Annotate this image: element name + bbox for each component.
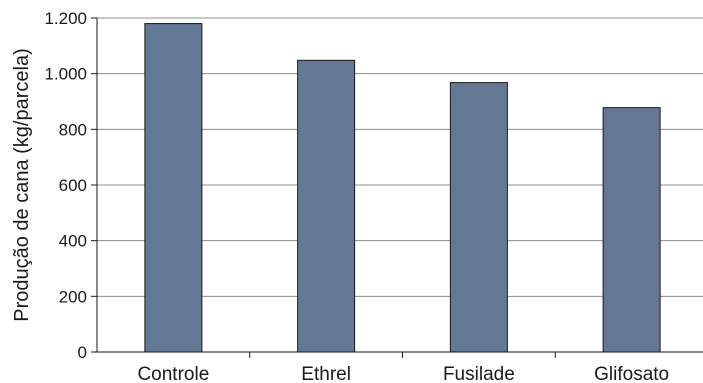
x-tick-label: Ethrel xyxy=(301,364,351,383)
y-tick-label: 1.000 xyxy=(44,65,87,84)
x-tick-label: Controle xyxy=(137,364,209,383)
y-tick-label: 800 xyxy=(59,120,87,139)
x-tick-label: Glifosato xyxy=(594,364,669,383)
tick-labels: 0 200 400 600 800 1.000 1.200 Controle Ethrel Fus… xyxy=(44,9,669,383)
bar xyxy=(297,59,356,353)
bar xyxy=(449,82,508,353)
y-axis-label: Produção de cana (kg/parcela) xyxy=(11,48,33,322)
y-tick-label: 600 xyxy=(59,176,87,195)
bar xyxy=(602,107,661,353)
bar xyxy=(144,23,203,353)
y-tick-label: 400 xyxy=(59,232,87,251)
y-tick-label: 200 xyxy=(59,287,87,306)
axes xyxy=(91,17,703,358)
y-tick-label: 1.200 xyxy=(44,9,87,28)
y-tick-label: 0 xyxy=(78,343,87,362)
bars xyxy=(144,23,661,353)
x-tick-label: Fusilade xyxy=(443,364,515,383)
